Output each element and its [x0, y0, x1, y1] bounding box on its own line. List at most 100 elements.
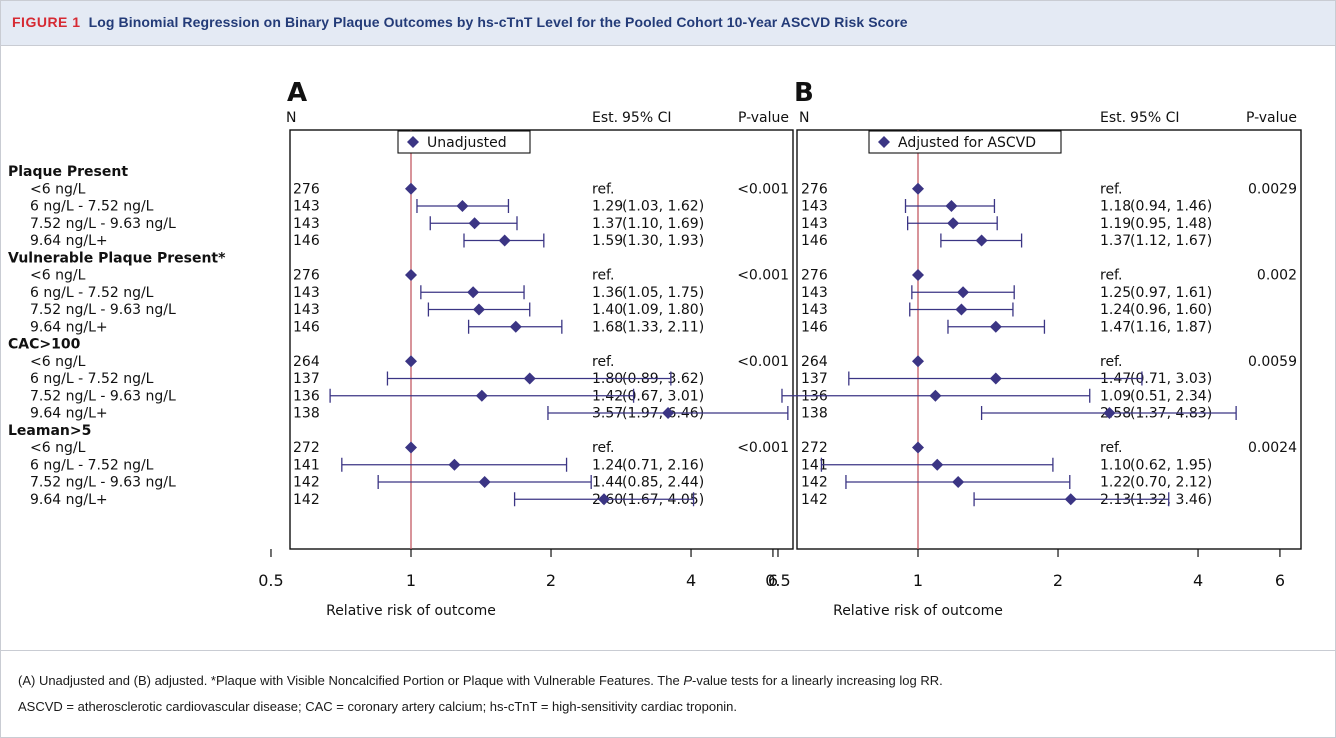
x-tick-label: 2 — [546, 571, 556, 590]
estimate-value: ref. — [592, 440, 614, 456]
estimate-marker — [912, 355, 924, 368]
column-header-p: P-value — [1246, 110, 1297, 126]
estimate-value: 1.36 — [592, 285, 623, 301]
estimate-marker — [952, 476, 965, 488]
ci-value: (1.10, 1.69) — [622, 216, 704, 232]
estimate-value: 1.47 — [1100, 319, 1131, 335]
n-value: 143 — [293, 199, 320, 215]
estimate-marker — [945, 200, 958, 212]
column-header-est: Est. — [1100, 110, 1126, 126]
estimate-marker — [598, 493, 611, 506]
ci-value: (0.94, 1.46) — [1130, 199, 1212, 215]
p-value: <0.001 — [737, 268, 789, 284]
n-value: 143 — [293, 216, 320, 232]
row-label: 7.52 ng/L - 9.63 ng/L — [30, 302, 176, 318]
p-value: <0.001 — [737, 440, 789, 456]
x-tick-label: 4 — [1193, 571, 1203, 590]
panel-frame — [796, 129, 1302, 550]
ci-value: (0.71, 3.03) — [1130, 371, 1212, 387]
row-label: 6 ng/L - 7.52 ng/L — [30, 457, 154, 473]
estimate-marker — [1103, 407, 1116, 419]
n-value: 276 — [293, 268, 320, 284]
x-axis-label: Relative risk of outcome — [833, 603, 1003, 619]
row-label: 9.64 ng/L+ — [30, 492, 108, 508]
legend-label: Adjusted for ASCVD — [898, 135, 1036, 151]
figure-title-line: FIGURE 1 Log Binomial Regression on Binar… — [12, 14, 908, 30]
column-header-est: Est. — [592, 110, 618, 126]
ci-value: (1.16, 1.87) — [1130, 319, 1212, 335]
estimate-marker — [405, 355, 417, 368]
ci-value: (0.85, 2.44) — [622, 475, 704, 491]
x-tick-label: 1 — [406, 571, 416, 590]
n-value: 143 — [801, 199, 828, 215]
legend-box — [397, 130, 531, 154]
panel-a: AN Est. 95% CI P-value Unadjusted 276 ref. <0.0… — [258, 78, 794, 619]
panel-b: BN Est. 95% CI P-value Adjusted for ASCVD 276… — [765, 78, 1302, 619]
estimate-marker — [405, 182, 417, 195]
forest-plot: Plaque Present<6 ng/L6 ng/L - 7.52 ng/L7… — [8, 78, 1302, 619]
n-value: 136 — [293, 388, 320, 404]
row-label: 6 ng/L - 7.52 ng/L — [30, 285, 154, 301]
estimate-marker — [912, 269, 924, 281]
ci-value: (0.51, 2.34) — [1130, 388, 1212, 404]
estimate-marker — [456, 200, 469, 212]
row-label: 7.52 ng/L - 9.63 ng/L — [30, 216, 176, 232]
caption-divider — [1, 650, 1335, 651]
x-axis-label: Relative risk of outcome — [326, 603, 496, 619]
panel-frame — [289, 129, 794, 550]
estimate-marker — [468, 217, 481, 230]
estimate-value: ref. — [1100, 440, 1122, 456]
legend-box — [868, 130, 1062, 154]
panel-letter: A — [287, 78, 307, 108]
estimate-value: 1.40 — [592, 302, 623, 318]
n-value: 142 — [801, 492, 828, 508]
ci-value: (0.95, 1.48) — [1130, 216, 1212, 232]
row-label: 7.52 ng/L - 9.63 ng/L — [30, 388, 176, 404]
n-value: 143 — [293, 302, 320, 318]
row-label: <6 ng/L — [30, 440, 86, 456]
estimate-marker — [912, 182, 924, 195]
figure-caption: (A) Unadjusted and (B) adjusted. *Plaque… — [18, 668, 1318, 720]
group-label: Leaman>5 — [8, 423, 91, 439]
n-value: 143 — [801, 216, 828, 232]
x-tick-label: 4 — [686, 571, 696, 590]
estimate-marker — [912, 441, 924, 454]
estimate-marker — [1064, 493, 1077, 506]
n-value: 272 — [801, 440, 828, 456]
estimate-value: 1.37 — [592, 216, 623, 232]
estimate-marker — [662, 407, 675, 419]
estimate-value: 1.24 — [1100, 302, 1131, 318]
estimate-value: ref. — [1100, 354, 1122, 370]
ci-value: (1.03, 1.62) — [622, 199, 704, 215]
estimate-marker — [989, 372, 1002, 385]
ci-value: (0.97, 1.61) — [1130, 285, 1212, 301]
estimate-marker — [957, 286, 970, 299]
column-header-ci: 95% CI — [622, 110, 671, 126]
ci-value: (1.32, 3.46) — [1130, 492, 1212, 508]
n-value: 264 — [801, 354, 828, 370]
p-value: <0.001 — [737, 354, 789, 370]
legend-marker — [407, 136, 419, 148]
n-value: 276 — [293, 181, 320, 197]
figure-label: FIGURE 1 — [12, 14, 81, 30]
estimate-marker — [523, 372, 536, 385]
n-value: 138 — [293, 406, 320, 422]
row-label: 9.64 ng/L+ — [30, 406, 108, 422]
n-value: 143 — [801, 285, 828, 301]
estimate-value: 1.59 — [592, 233, 623, 249]
figure-header: FIGURE 1 Log Binomial Regression on Binar… — [1, 1, 1335, 46]
estimate-value: 1.09 — [1100, 388, 1131, 404]
row-label: 9.64 ng/L+ — [30, 233, 108, 249]
figure-title: Log Binomial Regression on Binary Plaque… — [88, 14, 908, 30]
n-value: 272 — [293, 440, 320, 456]
p-value: 0.0029 — [1248, 181, 1297, 197]
x-tick-label: 2 — [1053, 571, 1063, 590]
n-value: 142 — [293, 492, 320, 508]
estimate-value: ref. — [592, 268, 614, 284]
row-label: <6 ng/L — [30, 354, 86, 370]
legend-marker — [878, 136, 890, 148]
estimate-value: 1.37 — [1100, 233, 1131, 249]
n-value: 143 — [293, 285, 320, 301]
estimate-marker — [989, 320, 1002, 333]
x-tick-label: 6 — [768, 571, 778, 590]
